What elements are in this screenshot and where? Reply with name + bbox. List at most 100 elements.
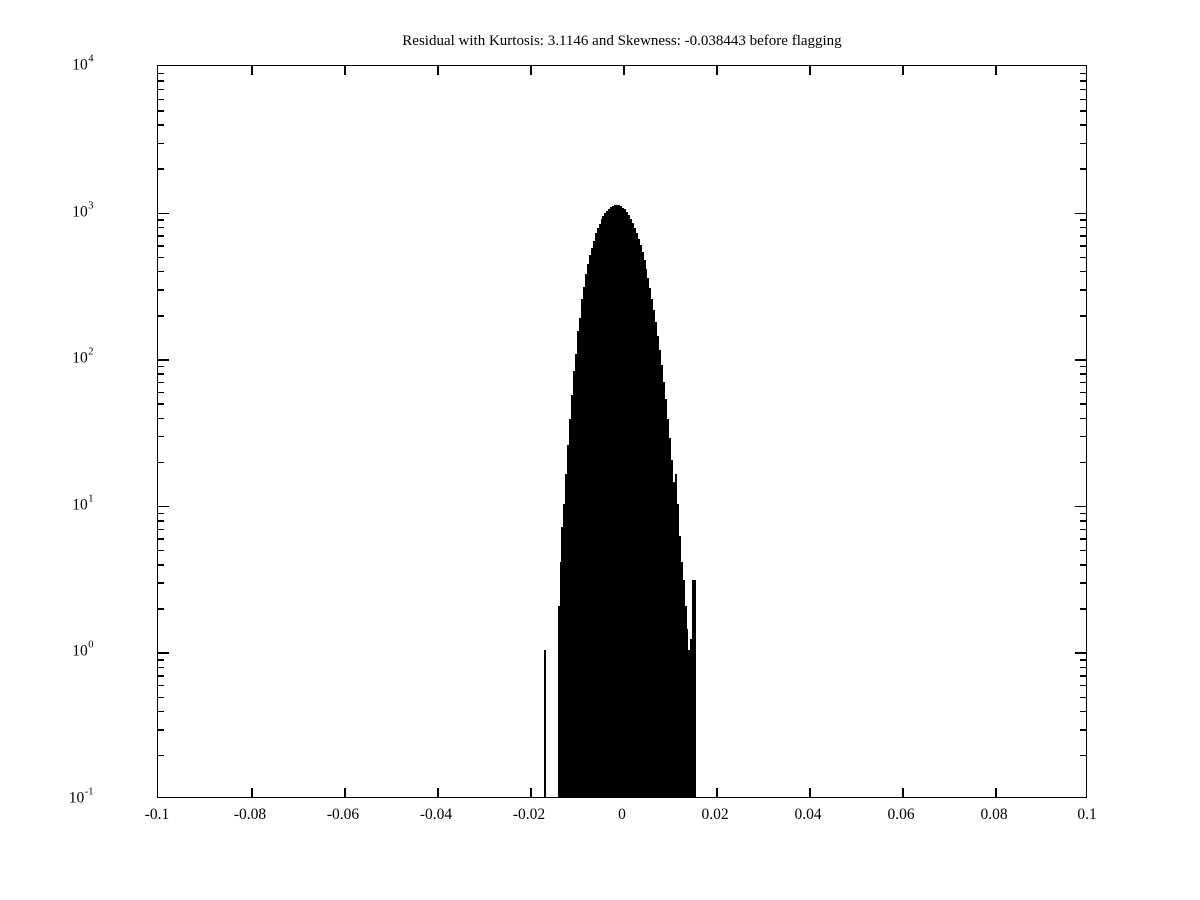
y-axis-major-tick bbox=[158, 212, 169, 215]
y-tick-exponent: 2 bbox=[88, 346, 94, 358]
y-tick-mantissa: 10 bbox=[68, 789, 85, 807]
x-axis-major-tick bbox=[716, 66, 718, 75]
x-axis-major-tick bbox=[623, 788, 625, 797]
y-axis-minor-tick bbox=[158, 124, 164, 126]
x-axis-major-tick bbox=[716, 788, 718, 797]
y-axis-minor-tick bbox=[1080, 696, 1086, 699]
y-axis-minor-tick bbox=[158, 608, 164, 610]
x-axis-major-tick bbox=[902, 66, 904, 75]
histogram-bar bbox=[577, 331, 580, 797]
histogram-bar bbox=[581, 298, 583, 797]
x-tick-label: 0.02 bbox=[701, 806, 729, 823]
y-axis-minor-tick bbox=[158, 315, 164, 317]
histogram-bar bbox=[676, 503, 679, 797]
y-tick-exponent: -1 bbox=[84, 786, 94, 798]
y-axis-minor-tick bbox=[1080, 710, 1086, 713]
histogram-bar bbox=[594, 233, 597, 797]
y-axis-minor-tick bbox=[1080, 226, 1086, 229]
y-axis-minor-tick bbox=[158, 381, 164, 384]
histogram-bar bbox=[684, 606, 687, 797]
y-axis-minor-tick bbox=[1080, 373, 1086, 375]
histogram-bar bbox=[647, 278, 650, 797]
y-axis-minor-tick bbox=[158, 80, 164, 82]
y-axis-minor-tick bbox=[1080, 666, 1086, 669]
histogram-bar bbox=[631, 223, 634, 797]
y-tick-mantissa: 10 bbox=[72, 203, 88, 221]
y-axis-minor-tick bbox=[1080, 142, 1086, 145]
y-axis-major-tick bbox=[1075, 505, 1086, 508]
x-tick-label: 0 bbox=[618, 806, 626, 823]
y-axis-minor-tick bbox=[1080, 659, 1086, 661]
y-axis-minor-tick bbox=[1080, 403, 1086, 405]
histogram-bar bbox=[666, 418, 669, 797]
y-tick-mantissa: 10 bbox=[72, 496, 88, 514]
histogram-bar bbox=[639, 245, 642, 797]
histogram-bar bbox=[543, 650, 546, 797]
y-axis-minor-tick bbox=[1080, 538, 1086, 540]
x-axis-major-tick bbox=[809, 788, 811, 797]
y-axis-minor-tick bbox=[158, 684, 164, 687]
histogram-bar bbox=[573, 371, 576, 797]
x-axis-major-tick bbox=[251, 66, 253, 75]
histogram-bar bbox=[567, 445, 570, 797]
histogram-bar bbox=[674, 473, 677, 797]
y-tick-exponent: 0 bbox=[88, 639, 94, 651]
histogram-bar bbox=[586, 264, 589, 797]
y-axis-minor-tick bbox=[158, 98, 164, 101]
y-axis-minor-tick bbox=[158, 754, 164, 757]
histogram-bar bbox=[588, 254, 591, 797]
histogram-bar bbox=[596, 228, 599, 797]
y-axis-minor-tick bbox=[1080, 729, 1086, 731]
histogram-bar bbox=[659, 350, 662, 797]
histogram-bar bbox=[616, 204, 619, 797]
y-axis-minor-tick bbox=[158, 512, 164, 514]
histogram-bar bbox=[625, 211, 628, 797]
y-axis-major-tick bbox=[158, 505, 169, 508]
histogram-bar bbox=[655, 321, 658, 797]
x-axis-major-tick bbox=[344, 66, 346, 75]
y-axis-minor-tick bbox=[1080, 80, 1086, 82]
x-tick-label: 0.08 bbox=[980, 806, 1008, 823]
y-axis-minor-tick bbox=[158, 729, 164, 731]
histogram-bar bbox=[641, 252, 644, 797]
x-tick-label: -0.1 bbox=[144, 806, 170, 823]
histogram-bar bbox=[664, 398, 667, 797]
y-axis-minor-tick bbox=[158, 675, 164, 677]
histogram-bar bbox=[612, 205, 615, 797]
y-axis-major-tick bbox=[1075, 652, 1086, 654]
histogram-bar bbox=[643, 260, 646, 797]
y-axis-minor-tick bbox=[1080, 98, 1086, 101]
y-axis-minor-tick bbox=[158, 142, 164, 145]
y-axis-minor-tick bbox=[158, 72, 164, 75]
y-tick-label: 101 bbox=[72, 493, 93, 514]
y-axis-minor-tick bbox=[158, 461, 164, 464]
y-axis-minor-tick bbox=[1080, 435, 1086, 438]
y-axis-minor-tick bbox=[158, 520, 164, 522]
histogram-bar bbox=[610, 206, 613, 797]
x-axis-major-tick bbox=[623, 66, 625, 75]
histogram-bar bbox=[608, 208, 611, 797]
y-axis-minor-tick bbox=[158, 365, 164, 368]
histogram-bar bbox=[598, 224, 601, 797]
x-axis-major-tick bbox=[344, 788, 346, 797]
y-axis-minor-tick bbox=[1080, 549, 1086, 552]
x-tick-label: -0.04 bbox=[419, 806, 453, 823]
y-axis-minor-tick bbox=[158, 710, 164, 713]
x-axis-major-tick bbox=[530, 66, 532, 75]
y-axis-minor-tick bbox=[1080, 461, 1086, 464]
y-axis-minor-tick bbox=[158, 435, 164, 438]
histogram-bar bbox=[565, 473, 568, 797]
y-axis-minor-tick bbox=[158, 235, 164, 237]
histogram-bar bbox=[620, 206, 623, 797]
histogram-bar bbox=[561, 526, 564, 797]
y-tick-exponent: 4 bbox=[88, 53, 94, 65]
y-axis-minor-tick bbox=[1080, 245, 1086, 247]
x-axis-major-tick bbox=[995, 788, 997, 797]
histogram-bar bbox=[563, 503, 566, 797]
plot-area bbox=[157, 65, 1087, 798]
y-tick-label: 104 bbox=[72, 53, 94, 74]
histogram-bar bbox=[602, 215, 605, 797]
y-axis-minor-tick bbox=[158, 110, 164, 112]
histogram-bar bbox=[606, 210, 609, 797]
